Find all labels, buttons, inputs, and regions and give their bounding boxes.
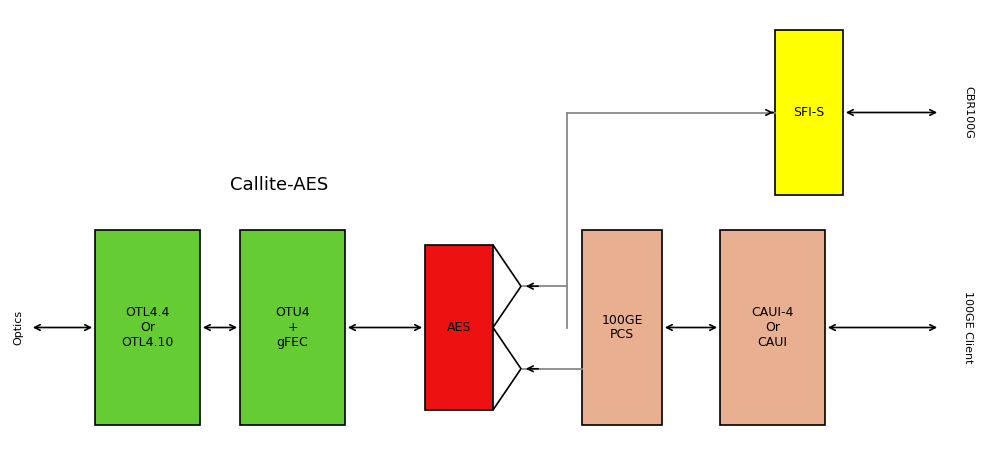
- Text: 100GE
PCS: 100GE PCS: [602, 314, 643, 341]
- Polygon shape: [493, 245, 521, 328]
- Text: AES: AES: [447, 321, 471, 334]
- Text: OTL4.4
Or
OTL4.10: OTL4.4 Or OTL4.10: [121, 306, 173, 349]
- Text: CAUI-4
Or
CAUI: CAUI-4 Or CAUI: [751, 306, 794, 349]
- Text: SFI-S: SFI-S: [794, 106, 825, 119]
- Text: CBR100G: CBR100G: [963, 86, 973, 139]
- Bar: [425, 245, 493, 410]
- Text: Optics: Optics: [13, 310, 23, 345]
- Polygon shape: [493, 328, 521, 410]
- Bar: [775, 30, 843, 195]
- Text: Callite-AES: Callite-AES: [230, 176, 328, 194]
- Bar: [720, 230, 825, 425]
- Bar: [240, 230, 345, 425]
- Bar: [95, 230, 200, 425]
- Bar: [582, 230, 662, 425]
- Text: OTU4
+
gFEC: OTU4 + gFEC: [275, 306, 310, 349]
- Text: 100GE Client: 100GE Client: [963, 291, 973, 364]
